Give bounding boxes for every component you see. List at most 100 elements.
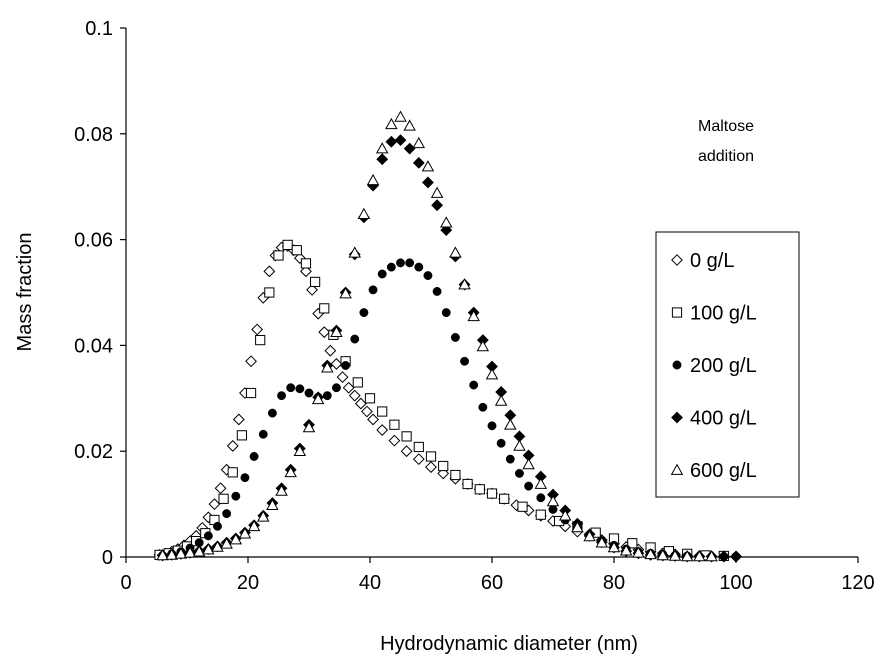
data-point [232,413,245,426]
data-point [504,418,517,430]
annotation-line-1: Maltose [698,118,754,135]
series-0-g-l [153,240,742,563]
data-point [462,478,473,490]
data-point [668,549,682,561]
data-point [546,495,560,507]
data-point [486,488,498,499]
data-point [218,493,229,504]
data-point [413,441,424,453]
data-point [405,258,415,268]
x-tick-label: 80 [603,572,625,594]
data-point [571,520,584,533]
legend-marker [671,307,683,318]
data-point [425,451,437,462]
data-point [440,224,453,236]
data-point [412,453,425,466]
data-point [487,421,497,431]
data-point [401,431,412,442]
data-point [458,278,471,290]
data-point [377,406,388,417]
data-point [450,333,460,342]
data-point [284,465,297,478]
data-point [311,392,325,405]
data-point [227,467,238,478]
data-point [644,547,657,560]
data-point [517,501,528,512]
data-point [258,429,268,439]
data-point [449,246,462,258]
data-point [441,308,451,318]
data-point [240,473,250,483]
data-point [460,356,469,366]
data-point [496,438,506,448]
data-point [534,477,548,489]
data-point [505,454,515,464]
data-point [386,262,396,272]
data-point [275,484,288,496]
legend-label: 600 g/L [690,460,757,482]
data-point [220,537,233,549]
data-point [341,361,351,370]
legend-label: 0 g/L [690,250,734,272]
data-point [522,457,535,470]
data-point [165,548,178,560]
data-point [330,358,343,370]
data-point [352,377,363,388]
y-tick-label: 0 [102,547,113,569]
legend-label: 200 g/L [690,355,757,377]
legend-item: 600 g/L [670,460,757,482]
series-600-g-l [156,110,718,562]
data-point [203,531,213,541]
y-tick-label: 0.1 [85,18,113,40]
data-point [389,419,400,430]
data-point [583,529,596,542]
legend-marker [671,254,683,266]
x-tick-label: 0 [120,572,131,594]
data-point [277,391,286,401]
data-point [192,545,206,557]
data-point [430,186,444,198]
legend-item: 0 g/L [671,250,734,272]
legend-marker [671,411,683,424]
data-point [548,504,558,514]
x-tick-label: 40 [359,572,381,594]
data-point [266,498,279,510]
data-point [632,546,645,558]
data-point [412,156,425,169]
series-100-g-l [154,239,729,562]
data-point [432,286,442,296]
data-point [656,548,670,561]
data-point [450,469,461,481]
data-point [364,393,376,404]
data-point [318,326,331,339]
x-tick-label: 60 [481,572,503,594]
data-point [273,250,284,261]
data-point [174,547,188,559]
data-point [680,550,694,562]
data-point [494,394,508,406]
data-point [377,269,387,279]
data-point [304,388,314,398]
data-point [231,491,241,501]
data-point [536,493,546,503]
data-point [513,439,526,451]
data-point [693,550,706,562]
annotation: Maltose addition [698,118,754,165]
legend-item: 100 g/L [671,303,757,325]
y-tick-label: 0.02 [74,441,113,463]
data-point [264,287,275,298]
x-tick-label: 120 [841,572,874,594]
data-point [478,402,488,412]
y-axis-title: Mass fraction [14,233,36,352]
legend-label: 400 g/L [690,408,757,430]
data-point [361,405,373,418]
y-tick-label: 0.08 [74,124,113,146]
data-point [306,283,318,296]
data-point [431,199,444,212]
data-point [255,335,266,346]
data-point [350,334,360,344]
data-point [282,239,293,250]
data-point [469,380,479,390]
data-point [524,481,534,491]
